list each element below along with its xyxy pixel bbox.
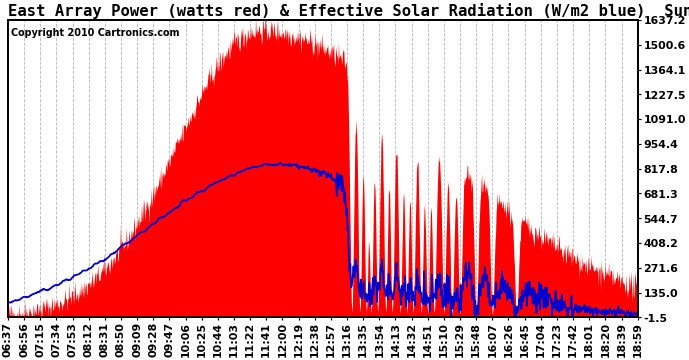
Text: Copyright 2010 Cartronics.com: Copyright 2010 Cartronics.com	[11, 28, 180, 38]
Text: East Array Power (watts red) & Effective Solar Radiation (W/m2 blue)  Sun Aug 29: East Array Power (watts red) & Effective…	[8, 3, 689, 19]
